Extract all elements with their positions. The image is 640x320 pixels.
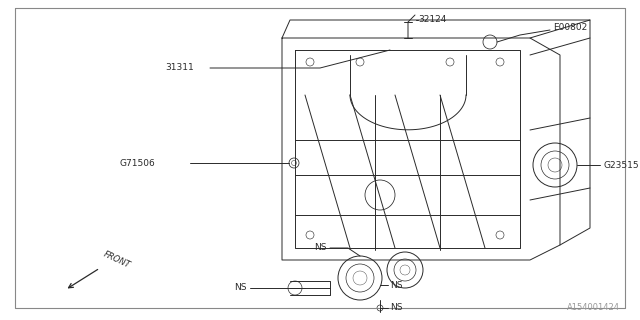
Text: NS: NS — [390, 303, 403, 313]
Text: NS: NS — [390, 281, 403, 290]
Text: G23515: G23515 — [603, 161, 639, 170]
Text: 31311: 31311 — [165, 63, 194, 73]
Text: 32124: 32124 — [418, 15, 446, 24]
Text: E00802: E00802 — [553, 23, 588, 33]
Text: A154001424: A154001424 — [567, 303, 620, 312]
Text: NS: NS — [234, 284, 247, 292]
Text: NS: NS — [314, 244, 327, 252]
Text: FRONT: FRONT — [102, 250, 132, 270]
Text: G71506: G71506 — [120, 158, 156, 167]
